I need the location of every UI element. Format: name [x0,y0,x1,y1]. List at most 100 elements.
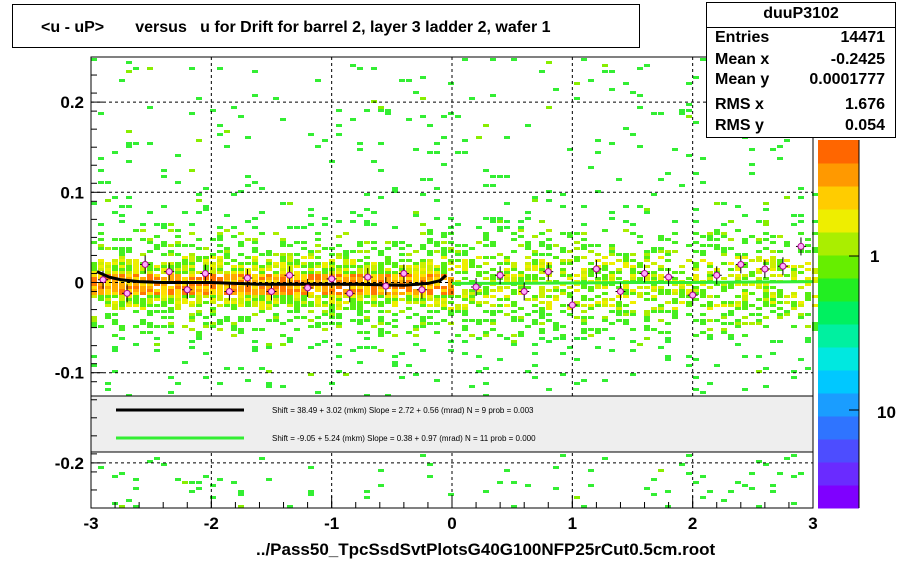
heat-cell [483,244,489,247]
heat-cell [112,271,118,274]
heat-cell [777,289,783,292]
heat-cell [700,391,706,394]
heat-cell [504,136,510,139]
heat-cell [553,244,559,247]
heat-cell [161,241,167,244]
heat-cell [168,250,174,253]
heat-cell [441,235,447,238]
heat-cell [252,256,258,259]
heat-cell [742,484,748,487]
heat-cell [630,328,636,331]
heat-cell [175,301,181,304]
heat-cell [140,319,146,322]
heat-cell [581,268,587,271]
heat-cell [105,301,111,304]
heat-cell [665,310,671,313]
heat-cell [735,325,741,328]
heat-cell [378,253,384,256]
heat-cell [406,316,412,319]
heat-cell [315,298,321,301]
heat-cell [287,505,293,508]
heat-cell [784,457,790,460]
heat-cell [609,262,615,265]
heat-cell [700,181,706,184]
heat-cell [658,307,664,310]
heat-cell [644,286,650,289]
heat-cell [539,328,545,331]
heat-cell [805,337,811,340]
heat-cell [112,322,118,325]
heat-cell [546,262,552,265]
heat-cell [308,319,314,322]
heat-cell [140,229,146,232]
heat-cell [434,142,440,145]
heat-cell [259,280,265,283]
heat-cell [504,226,510,229]
heat-cell [763,220,769,223]
heat-cell [721,262,727,265]
heat-cell [581,232,587,235]
heat-cell [427,238,433,241]
heat-cell [455,244,461,247]
heat-cell [210,292,216,295]
heat-cell [231,301,237,304]
heat-cell [357,259,363,262]
heat-cell [189,277,195,280]
heat-cell [364,490,370,493]
heat-cell [259,232,265,235]
heat-cell [497,334,503,337]
heat-cell [112,268,118,271]
heat-cell [154,295,160,298]
heat-cell [539,265,545,268]
heat-cell [161,295,167,298]
heat-cell [371,211,377,214]
heat-cell [357,319,363,322]
heat-cell [301,295,307,298]
heat-cell [686,313,692,316]
heat-cell [602,319,608,322]
heat-cell [357,292,363,295]
heat-cell [581,205,587,208]
heat-cell [119,250,125,253]
heat-cell [406,118,412,121]
heat-cell [630,289,636,292]
heat-cell [238,277,244,280]
heat-cell [567,274,573,277]
heat-cell [224,250,230,253]
profile-point [641,269,649,277]
heat-cell [238,331,244,334]
heat-cell [231,235,237,238]
heat-cell [266,286,272,289]
heat-cell [735,295,741,298]
heat-cell [413,250,419,253]
heat-cell [490,295,496,298]
heat-cell [252,274,258,277]
heat-cell [308,133,314,136]
heat-cell [266,382,272,385]
heat-cell [406,289,412,292]
heat-cell [756,277,762,280]
heat-cell [770,241,776,244]
heat-cell [294,262,300,265]
heat-cell [385,280,391,283]
heat-cell [231,298,237,301]
heat-cell [231,334,237,337]
stat-rms-y: RMS y 0.054 [715,117,885,137]
heat-cell [126,70,132,73]
heat-cell [700,244,706,247]
heat-cell [259,295,265,298]
heat-cell [217,238,223,241]
heat-cell [441,304,447,307]
heat-cell [231,325,237,328]
heat-cell [112,238,118,241]
heat-cell [805,298,811,301]
heat-cell [707,301,713,304]
heat-cell [378,109,384,112]
heat-cell [602,292,608,295]
heat-cell [483,490,489,493]
heat-cell [777,274,783,277]
heat-cell [553,88,559,91]
heat-cell [525,217,531,220]
heat-cell [196,277,202,280]
heat-cell [735,481,741,484]
